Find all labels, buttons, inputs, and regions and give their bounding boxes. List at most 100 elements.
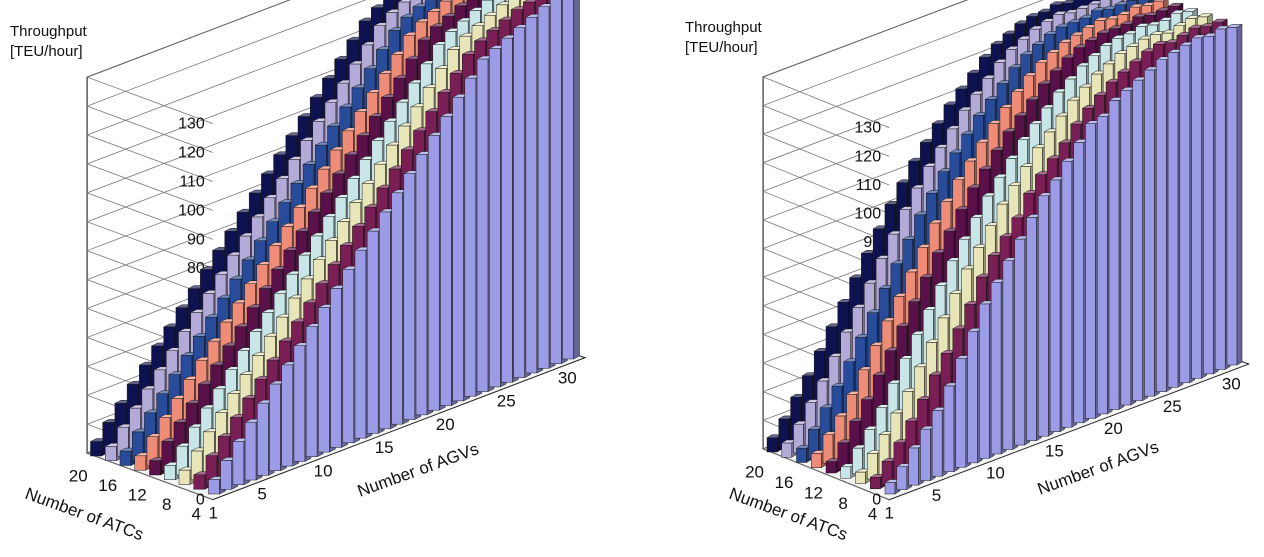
bar-front	[164, 465, 176, 480]
bar-front	[525, 16, 538, 374]
bar-front	[1073, 142, 1084, 424]
y-tick-label: 110	[179, 173, 205, 190]
y-tick-label: 100	[854, 206, 881, 223]
bar	[1226, 23, 1243, 366]
bar-front	[1167, 52, 1179, 388]
x-tick-label: 30	[1222, 375, 1241, 394]
bar-front	[870, 477, 881, 489]
bar-front	[476, 58, 489, 392]
chart-left: Throughput [TEU/hour] 010203040506070809…	[10, 0, 587, 544]
bar-front	[415, 154, 428, 416]
y-axis-label-line2: [TEU/hour]	[10, 43, 83, 60]
x-tick-label: 25	[1163, 397, 1182, 416]
bar-front	[105, 446, 117, 461]
z-axis-title: Number of ATCs	[727, 484, 850, 544]
bar-front	[220, 460, 232, 490]
z-tick-label: 4	[192, 505, 201, 524]
y-tick-label: 110	[856, 177, 882, 194]
y-tick-label: 120	[854, 148, 881, 165]
bar-front	[943, 385, 955, 473]
bar-front	[1191, 37, 1202, 379]
gridline	[86, 0, 367, 153]
bar-front	[501, 37, 513, 383]
chart-right-plot: 0102030405060708090100110120130151015202…	[727, 0, 1251, 544]
z-tick-label: 4	[868, 505, 877, 524]
bar-front	[1085, 123, 1096, 419]
x-tick-label: 5	[932, 486, 941, 505]
bar-front	[489, 48, 501, 388]
gridline	[762, 0, 969, 129]
bar-front	[1226, 27, 1238, 366]
bar-side	[573, 0, 580, 360]
bar-front	[281, 364, 293, 467]
bar-front	[513, 27, 525, 378]
gridline	[86, 0, 443, 182]
bar-front	[293, 345, 306, 462]
bar-top	[523, 0, 539, 3]
bar-front	[354, 249, 367, 439]
bar-front	[1026, 217, 1037, 441]
bar-front	[967, 330, 978, 464]
bar-front	[330, 288, 342, 448]
bar-front	[931, 410, 943, 477]
bar-front	[979, 303, 990, 459]
x-tick-label: 10	[314, 461, 333, 480]
x-tick-label: 20	[436, 415, 455, 434]
y-tick-label: 0	[872, 492, 881, 509]
y-tick-label: 130	[178, 116, 205, 133]
bar-front	[391, 192, 403, 425]
bar-front	[955, 358, 967, 468]
bar-front	[908, 447, 919, 486]
z-tick-label: 12	[128, 486, 147, 505]
bar-front	[403, 173, 416, 420]
bar	[562, 0, 580, 360]
bar-front	[452, 96, 464, 402]
bar-front	[318, 307, 330, 453]
bar-front	[825, 461, 837, 474]
gridline	[86, 24, 452, 211]
bar-front	[1108, 100, 1120, 410]
bar-front	[440, 116, 452, 406]
bar-front	[244, 421, 257, 481]
y-tick-label: 90	[187, 231, 205, 248]
bar-front	[920, 428, 931, 481]
bar-front	[1214, 28, 1226, 370]
bar-front	[537, 6, 550, 369]
z-tick-label: 20	[745, 463, 764, 482]
bar-front	[811, 453, 822, 469]
z-tick-label: 8	[838, 494, 847, 513]
bar-front	[232, 441, 245, 485]
x-tick-label: 20	[1104, 419, 1123, 438]
y-tick-label: 100	[178, 202, 205, 219]
y-axis-label-line2: [TEU/hour]	[685, 39, 758, 56]
y-axis-label: Throughput [TEU/hour]	[685, 18, 762, 58]
z-tick-label: 16	[775, 473, 794, 492]
bar-front	[562, 0, 574, 360]
gridline	[86, 0, 291, 125]
bar-front	[257, 402, 269, 476]
bar-front	[1132, 79, 1143, 401]
bar-front	[855, 471, 866, 484]
bar-front	[1155, 59, 1167, 392]
x-tick-label: 30	[558, 368, 577, 387]
y-tick-label: 0	[196, 492, 205, 509]
bar-front	[1002, 260, 1014, 450]
bar-front	[1203, 35, 1214, 375]
z-tick-label: 12	[804, 484, 823, 503]
bar-front	[305, 326, 318, 458]
z-tick-label: 8	[162, 495, 171, 514]
bar-front	[464, 77, 477, 397]
bar-front	[766, 437, 778, 453]
bar-front	[1144, 69, 1155, 397]
x-tick-label: 25	[497, 392, 516, 411]
y-tick-label: 120	[178, 145, 205, 162]
bar-front	[550, 0, 562, 364]
x-tick-label: 15	[1045, 441, 1064, 460]
gridline	[762, 0, 1044, 157]
bar-front	[208, 479, 220, 495]
bar-front	[1014, 238, 1025, 446]
bar-front	[366, 230, 379, 434]
x-tick-label: 10	[986, 464, 1005, 483]
bar-front	[193, 474, 205, 490]
bar-top	[398, 0, 414, 3]
